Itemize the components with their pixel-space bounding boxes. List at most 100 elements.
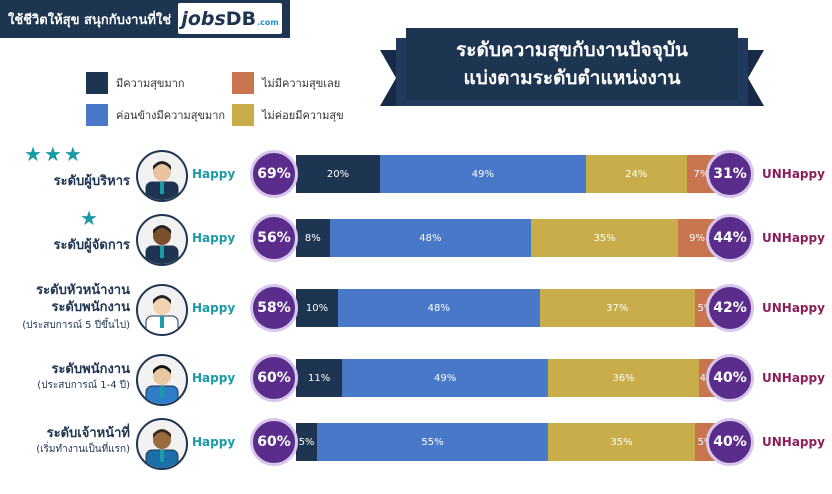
stacked-bar: 11%49%36%4% — [296, 359, 716, 397]
role-sublabel: (ประสบการณ์ 5 ปีขึ้นไป) — [22, 320, 130, 331]
segment-value-label: 35% — [593, 232, 616, 244]
legend-item-quite-happy: ค่อนข้างมีความสุขมาก — [86, 104, 225, 126]
happy-label: Happy — [192, 435, 236, 449]
role-label: ระดับผู้บริหาร — [53, 174, 130, 189]
segment-value-label: 49% — [471, 168, 495, 180]
role-label: ระดับเจ้าหน้าที่ — [46, 426, 130, 441]
legend-label: ค่อนข้างมีความสุขมาก — [116, 109, 226, 122]
segment-value-label: 49% — [433, 372, 457, 384]
unhappy-total-badge: 40% — [706, 418, 754, 466]
stacked-bar: 5% 55% 35% 5% — [296, 423, 716, 461]
bar-segment: 48% — [338, 289, 540, 327]
bar-segment: 35% — [531, 219, 679, 257]
legend-item-very-happy: มีความสุขมาก — [86, 72, 185, 94]
legend-swatch — [232, 72, 254, 94]
segment-value-label: 36% — [612, 372, 635, 384]
banner-title-line1: ระดับความสุขกับงานปัจจุบัน — [456, 39, 688, 61]
chart-row: ★ ระดับผู้จัดการ Happy 8% 48% 35% 9% 56% 44% UNHa… — [0, 206, 832, 268]
header-tagline: ใช้ชีวิตให้สุข สนุกกับงานที่ใช่ — [8, 12, 172, 28]
stacked-bar: 20% 49% 24% 7% — [296, 155, 716, 193]
happy-label: Happy — [192, 231, 236, 245]
banner-fold-left — [380, 50, 396, 106]
bar-segment: 11% — [296, 359, 343, 397]
segment-value-label: 48% — [419, 232, 442, 244]
happy-label: Happy — [192, 301, 236, 315]
role-label: ระดับหัวหน้างาน ระดับพนักงาน — [36, 283, 130, 315]
avatar-icon — [136, 354, 188, 406]
bar-segment: 5% — [296, 423, 317, 461]
chart-row: ระดับพนักงาน (ประสบการณ์ 1-4 ปี) Happy 11% 4… — [0, 348, 832, 408]
segment-value-label: 5% — [698, 437, 714, 448]
legend-label: ไม่ค่อยมีความสุข — [262, 109, 344, 122]
role-label: ระดับพนักงาน — [51, 362, 130, 377]
banner-front: ระดับความสุขกับงานปัจจุบัน แบ่งตามระดับต… — [406, 28, 738, 100]
legend-swatch — [86, 104, 108, 126]
banner-fold-right — [748, 50, 764, 106]
role-label: ระดับผู้จัดการ — [53, 238, 131, 253]
bar-segment: 35% — [548, 423, 695, 461]
chart-row: ระดับเจ้าหน้าที่ (เริ่มทำงานเป็นที่แรก) Ha… — [0, 412, 832, 472]
unhappy-label: UNHappy — [762, 231, 825, 245]
segment-value-label: 48% — [427, 302, 450, 314]
segment-value-label: 7% — [693, 168, 710, 180]
rating-stars-icon: ★★★ — [24, 142, 84, 166]
stacked-bar: 8% 48% 35% 9% — [296, 219, 716, 257]
segment-value-label: 5% — [698, 303, 714, 314]
unhappy-label: UNHappy — [762, 301, 825, 315]
jobsdb-logo: jobs DB .com — [178, 3, 282, 34]
happy-total-badge: 60% — [250, 354, 298, 402]
chart-row: ★★★ ระดับผู้บริหาร Happy 20% 49% 24% 7% 69% 31% U… — [0, 142, 832, 204]
segment-value-label: 10% — [305, 302, 329, 314]
bar-segment: 36% — [547, 359, 700, 397]
unhappy-total-badge: 42% — [706, 284, 754, 332]
legend-swatch — [232, 104, 254, 126]
bar-segment: 55% — [317, 423, 548, 461]
logo-com: .com — [257, 18, 279, 27]
segment-value-label: 11% — [307, 372, 331, 384]
stacked-bar: 10% 48% 37% 5% — [296, 289, 716, 327]
bar-segment: 8% — [296, 219, 330, 257]
segment-value-label: 8% — [304, 232, 321, 244]
segment-value-label: 37% — [606, 302, 629, 314]
segment-value-label: 24% — [625, 168, 648, 180]
title-banner: ระดับความสุขกับงานปัจจุบัน แบ่งตามระดับต… — [380, 28, 764, 110]
happy-label: Happy — [192, 371, 236, 385]
avatar-icon — [136, 418, 188, 470]
happy-total-badge: 69% — [250, 150, 298, 198]
bar-segment: 20% — [296, 155, 380, 193]
logo-db: DB — [225, 7, 257, 30]
role-sublabel: (เริ่มทำงานเป็นที่แรก) — [36, 444, 130, 455]
banner-title-line2: แบ่งตามระดับตำแหน่งงาน — [463, 67, 681, 89]
happy-total-badge: 58% — [250, 284, 298, 332]
happy-total-badge: 56% — [250, 214, 298, 262]
unhappy-total-badge: 31% — [706, 150, 754, 198]
bar-segment: 49% — [380, 155, 586, 193]
segment-value-label: 35% — [610, 436, 633, 448]
bar-segment: 48% — [329, 219, 532, 257]
header-bar: ใช้ชีวิตให้สุข สนุกกับงานที่ใช่ jobs DB … — [0, 0, 290, 38]
logo-jobs: jobs — [181, 7, 226, 30]
chart-row: ระดับหัวหน้างาน ระดับพนักงาน (ประสบการณ์ 5… — [0, 278, 832, 338]
avatar-icon — [136, 214, 188, 266]
bar-segment: 49% — [342, 359, 548, 397]
segment-value-label: 5% — [298, 436, 315, 448]
legend-label: มีความสุขมาก — [116, 77, 185, 90]
avatar-icon — [136, 284, 188, 336]
legend-item-not-happy-at-all: ไม่มีความสุขเลย — [232, 72, 340, 94]
bar-segment: 10% — [296, 289, 338, 327]
unhappy-total-badge: 44% — [706, 214, 754, 262]
segment-value-label: 20% — [326, 168, 350, 180]
unhappy-label: UNHappy — [762, 371, 825, 385]
avatar-icon — [136, 150, 188, 202]
unhappy-label: UNHappy — [762, 167, 825, 181]
segment-value-label: 9% — [689, 232, 706, 244]
segment-value-label: 55% — [421, 436, 444, 448]
rating-stars-icon: ★ — [80, 206, 100, 230]
legend-item-not-very-happy: ไม่ค่อยมีความสุข — [232, 104, 344, 126]
bar-segment: 37% — [539, 289, 695, 327]
legend-swatch — [86, 72, 108, 94]
happy-label: Happy — [192, 167, 236, 181]
unhappy-label: UNHappy — [762, 435, 825, 449]
unhappy-total-badge: 40% — [706, 354, 754, 402]
role-sublabel: (ประสบการณ์ 1-4 ปี) — [37, 380, 130, 391]
